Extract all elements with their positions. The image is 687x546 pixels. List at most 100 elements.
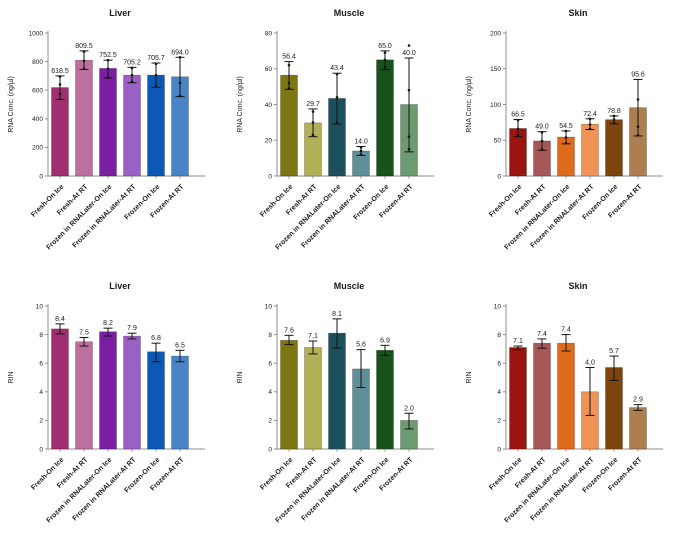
chart-title: Liver	[109, 281, 131, 291]
value-label: 43.4	[330, 65, 344, 72]
value-label: 2.0	[404, 405, 414, 412]
data-point	[383, 58, 387, 62]
y-tick-label: 1000	[29, 30, 44, 37]
data-point	[82, 50, 86, 53]
data-point	[311, 133, 315, 137]
data-point	[82, 59, 86, 63]
data-point	[178, 94, 182, 98]
data-point	[287, 63, 291, 67]
value-label: 54.5	[559, 123, 573, 130]
value-label: 7.1	[513, 338, 523, 345]
y-tick-label: 10	[265, 303, 273, 310]
y-tick-label: 2	[497, 418, 501, 425]
data-point	[287, 81, 291, 85]
data-point	[407, 44, 411, 47]
bar	[376, 59, 394, 177]
chart-panel-skin-rin: Skin RIN 0 2 4 6 8 10 7.1 Fresh-On Ice 7.4 Fresh-At…	[458, 273, 687, 546]
value-label: 29.7	[306, 101, 320, 108]
y-tick-label: 200	[490, 30, 501, 37]
bar	[147, 74, 165, 177]
value-label: 8.1	[332, 311, 342, 318]
y-axis-label: RIN	[8, 371, 15, 383]
value-label: 6.8	[151, 335, 161, 342]
value-label: 4,0	[585, 359, 595, 366]
bar	[376, 350, 394, 450]
bar	[557, 342, 575, 450]
y-tick-label: 20	[265, 138, 273, 145]
chart-title: Muscle	[334, 281, 365, 291]
y-tick-label: 100	[490, 102, 501, 109]
y-tick-label: 60	[265, 66, 273, 73]
value-label: 56.4	[282, 54, 296, 61]
value-label: 6.9	[380, 337, 390, 344]
data-point	[178, 56, 182, 59]
bar	[123, 335, 141, 450]
value-label: 7.9	[127, 325, 137, 332]
value-label: 49.0	[535, 124, 549, 131]
data-point	[335, 72, 339, 76]
value-label: 78.8	[607, 108, 621, 115]
value-label: 8.2	[103, 320, 113, 327]
data-point	[311, 121, 315, 124]
y-tick-label: 0	[39, 173, 43, 180]
y-tick-label: 6	[268, 361, 272, 368]
y-tick-label: 8	[268, 332, 272, 339]
data-point	[58, 83, 62, 86]
data-point	[58, 92, 62, 96]
y-tick-label: 150	[490, 66, 501, 73]
data-point	[359, 149, 363, 153]
chart-panel-skin-rna: Skin RNA Conc. (ng/µl) 0 50 100 150 200 66.5 Fre…	[458, 0, 687, 273]
data-point	[636, 133, 640, 137]
value-label: 7.4	[537, 331, 547, 338]
y-tick-label: 200	[32, 145, 43, 152]
data-point	[540, 131, 544, 134]
value-label: 618.5	[51, 68, 69, 75]
data-point	[612, 121, 616, 125]
data-point	[516, 133, 520, 137]
data-point	[130, 66, 134, 70]
y-axis-label: RNA Conc. (ng/µl)	[466, 76, 473, 133]
bar	[581, 123, 599, 177]
y-tick-label: 8	[39, 332, 43, 339]
y-axis-label: RIN	[466, 371, 473, 383]
y-tick-label: 2	[39, 418, 43, 425]
y-tick-label: 4	[497, 389, 501, 396]
y-tick-label: 0	[39, 446, 43, 453]
chart-panel-liver-rna: Liver RNA Conc. (ng/µl) 0 200 400 600 800 1000 6…	[0, 0, 229, 273]
data-point	[407, 147, 411, 151]
data-point	[82, 67, 86, 71]
y-tick-label: 8	[497, 332, 501, 339]
y-tick-label: 6	[39, 361, 43, 368]
data-point	[564, 141, 568, 145]
y-axis-label: RIN	[237, 371, 244, 383]
chart-panel-muscle-rin: Muscle RIN 0 2 4 6 8 10 7.6 Fresh-On Ice 7,1 Fresh-…	[229, 273, 458, 546]
chart-svg-liver-rna: Liver RNA Conc. (ng/µl) 0 200 400 600 800 1000 6…	[8, 8, 205, 251]
y-tick-label: 400	[32, 116, 43, 123]
data-point	[58, 97, 62, 101]
data-point	[636, 98, 640, 101]
bar	[99, 331, 117, 450]
data-point	[540, 139, 544, 143]
data-point	[407, 135, 411, 138]
data-point	[383, 51, 387, 54]
bar	[304, 347, 322, 450]
chart-title: Muscle	[334, 8, 365, 18]
value-label: 809.5	[75, 43, 93, 50]
chart-title: Skin	[568, 8, 587, 18]
data-point	[564, 136, 568, 139]
data-point	[516, 118, 520, 122]
data-point	[106, 76, 110, 79]
y-tick-label: 6	[497, 361, 501, 368]
value-label: 7,1	[308, 333, 318, 340]
bar	[147, 351, 165, 450]
y-tick-label: 50	[494, 138, 502, 145]
y-tick-label: 0	[268, 446, 272, 453]
value-label: 65.0	[378, 43, 392, 50]
data-point	[335, 121, 339, 124]
data-point	[540, 148, 544, 151]
